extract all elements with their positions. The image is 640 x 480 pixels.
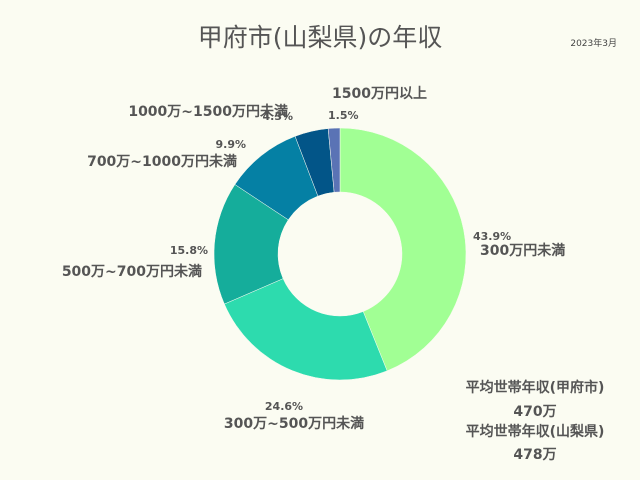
avg-city-value: 470万 — [513, 404, 556, 420]
avg-pref-label: 平均世帯年収(山梨県) — [466, 423, 605, 440]
category-label-4: 1000万~1500万円未満 — [128, 103, 288, 120]
category-label-3: 700万~1000万円未満 — [87, 153, 237, 170]
donut-slice-0 — [339, 127, 467, 372]
category-label-0: 300万円未満 — [480, 242, 565, 259]
pct-label-2: 15.8% — [170, 244, 208, 257]
category-label-1: 300万~500万円未満 — [224, 415, 364, 432]
pct-label-4: 4.3% — [262, 110, 293, 123]
pct-label-5: 1.5% — [328, 109, 359, 122]
pct-label-1: 24.6% — [265, 400, 303, 413]
donut-slices — [213, 127, 467, 381]
pct-label-3: 9.9% — [215, 138, 246, 151]
donut-slice-5 — [327, 127, 341, 193]
avg-pref-value: 478万 — [513, 447, 556, 463]
donut-slice-1 — [224, 278, 388, 381]
chart-title: 甲府市(山梨県)の年収 — [198, 23, 443, 52]
pct-label-0: 43.9% — [473, 230, 511, 243]
avg-city-label: 平均世帯年収(甲府市) — [466, 379, 605, 396]
category-label-5: 1500万円以上 — [332, 86, 427, 102]
date-label: 2023年3月 — [570, 37, 617, 49]
category-label-2: 500万~700万円未満 — [62, 263, 202, 280]
